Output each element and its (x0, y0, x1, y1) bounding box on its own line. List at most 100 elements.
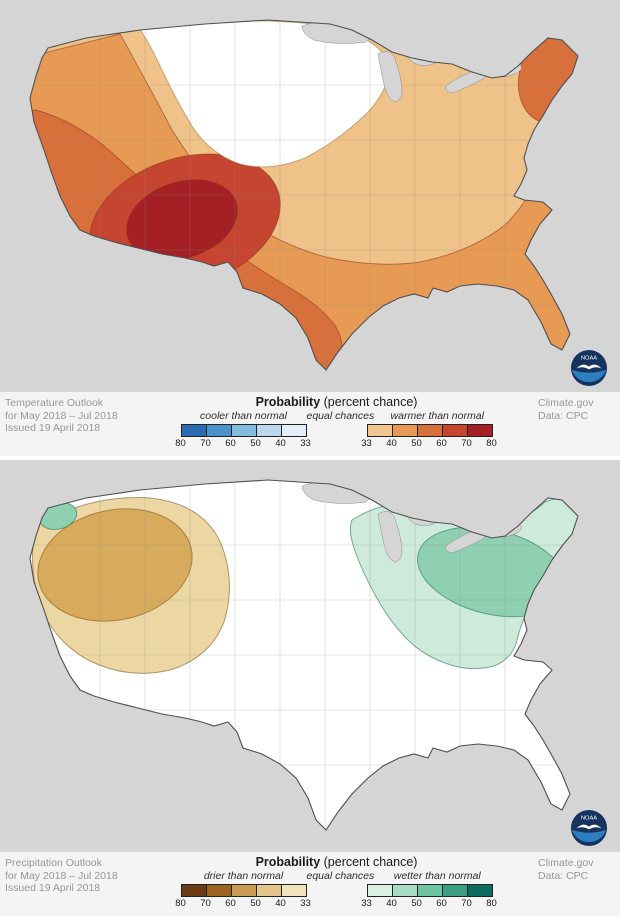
tick-label: 40 (275, 898, 286, 909)
temperature-outlook-panel: NOAA Temperature Outlook for May 2018 – … (0, 0, 620, 456)
precipitation-outlook-panel: NOAA Precipitation Outlook for May 2018 … (0, 460, 620, 920)
caption-line-1: Temperature Outlook (5, 397, 104, 409)
legend-swatch (255, 884, 282, 897)
legend-swatch (280, 884, 307, 897)
legend-swatch (466, 424, 493, 437)
equal-chances-gap (307, 424, 367, 448)
drier-bar: 80 70 60 50 40 33 (175, 884, 311, 909)
tick-label: 33 (300, 438, 311, 449)
legend-swatch (205, 884, 232, 897)
caption-line-3: Issued 19 April 2018 (5, 882, 101, 894)
tick-label: 60 (225, 898, 236, 909)
legend-title: Probability (percent chance) (135, 395, 538, 409)
caption-line-1: Precipitation Outlook (5, 857, 102, 869)
caption-line-2: for May 2018 – Jul 2018 (5, 869, 118, 882)
precipitation-map: NOAA (0, 460, 620, 852)
legend-swatch (180, 424, 207, 437)
state-borders (30, 480, 578, 830)
legend-swatch (230, 884, 257, 897)
credit-block: Climate.gov Data: CPC (538, 392, 620, 422)
state-borders (30, 20, 578, 370)
tick-label: 80 (486, 898, 497, 909)
legend-title-bold: Probability (255, 855, 321, 869)
tick-label: 70 (200, 898, 211, 909)
tick-label: 80 (486, 438, 497, 449)
legend-swatch (230, 424, 257, 437)
tick-label: 70 (461, 438, 472, 449)
warmer-label: warmer than normal (390, 410, 484, 422)
tick-label: 70 (461, 898, 472, 909)
equal-chances-gap (307, 884, 367, 908)
legend-title-suffix: (percent chance) (320, 395, 418, 409)
credit-block: Climate.gov Data: CPC (538, 852, 620, 882)
caption-line-2: for May 2018 – Jul 2018 (5, 409, 118, 422)
cooler-label: cooler than normal (200, 410, 287, 422)
legend-swatch (441, 424, 468, 437)
tick-label: 80 (175, 438, 186, 449)
noaa-logo-ocean (571, 369, 607, 383)
tick-label: 33 (300, 898, 311, 909)
wetter-bar: 33 40 50 60 70 80 (361, 884, 497, 909)
equal-chances-label: equal chances (306, 410, 375, 422)
noaa-gull-icon (576, 824, 602, 830)
precipitation-footer: Precipitation Outlook for May 2018 – Jul… (0, 852, 620, 916)
legend-color-bars: 80 70 60 50 40 33 (175, 884, 497, 909)
tick-label: 50 (411, 438, 422, 449)
temperature-footer: Temperature Outlook for May 2018 – Jul 2… (0, 392, 620, 456)
legend-swatch (466, 884, 493, 897)
us-map-precipitation (29, 479, 579, 831)
drier-ticks: 80 70 60 50 40 33 (175, 897, 311, 909)
legend-title-suffix: (percent chance) (320, 855, 418, 869)
drier-40-50-region (37, 508, 193, 622)
tick-label: 50 (250, 438, 261, 449)
legend-swatch (255, 424, 282, 437)
precipitation-caption: Precipitation Outlook for May 2018 – Jul… (0, 852, 135, 895)
us-map-temperature (29, 19, 579, 371)
equal-chances-label: equal chances (306, 870, 375, 882)
legend-color-bars: 80 70 60 50 40 33 (175, 424, 497, 449)
legend-swatch (391, 884, 418, 897)
credit-data: Data: CPC (538, 869, 589, 882)
cooler-bar: 80 70 60 50 40 33 (175, 424, 311, 449)
credit-source: Climate.gov (538, 397, 594, 409)
legend-title-bold: Probability (255, 395, 321, 409)
legend-swatch (391, 424, 418, 437)
tick-label: 40 (275, 438, 286, 449)
tick-label: 33 (361, 898, 372, 909)
legend-swatch (416, 884, 443, 897)
legend-swatch (416, 424, 443, 437)
legend-swatch (205, 424, 232, 437)
noaa-gull-icon (576, 364, 602, 370)
warmer-bar: 33 40 50 60 70 80 (361, 424, 497, 449)
lake-michigan (377, 511, 403, 563)
noaa-logo: NOAA (570, 809, 608, 847)
caption-line-3: Issued 19 April 2018 (5, 422, 101, 434)
credit-data: Data: CPC (538, 409, 589, 422)
lake-michigan (377, 51, 403, 103)
temperature-caption: Temperature Outlook for May 2018 – Jul 2… (0, 392, 135, 435)
legend-category-labels: cooler than normal equal chances warmer … (181, 410, 493, 422)
temperature-probability-legend: Probability (percent chance) cooler than… (135, 392, 538, 449)
warmer-70-80-region (126, 179, 238, 261)
legend-category-labels: drier than normal equal chances wetter t… (181, 870, 493, 882)
legend-swatch (366, 884, 393, 897)
tick-label: 50 (250, 898, 261, 909)
wetter-label: wetter than normal (393, 870, 481, 882)
tick-label: 40 (386, 438, 397, 449)
tick-label: 50 (411, 898, 422, 909)
legend-swatch (441, 884, 468, 897)
wetter-ticks: 33 40 50 60 70 80 (361, 897, 497, 909)
legend-title: Probability (percent chance) (135, 855, 538, 869)
tick-label: 40 (386, 898, 397, 909)
noaa-logo: NOAA (570, 349, 608, 387)
noaa-logo-text: NOAA (581, 355, 597, 361)
tick-label: 70 (200, 438, 211, 449)
temperature-map: NOAA (0, 0, 620, 392)
us-border-outline (29, 19, 579, 371)
credit-source: Climate.gov (538, 857, 594, 869)
cooler-ticks: 80 70 60 50 40 33 (175, 437, 311, 449)
legend-swatch (280, 424, 307, 437)
tick-label: 60 (436, 898, 447, 909)
tick-label: 60 (225, 438, 236, 449)
tick-label: 33 (361, 438, 372, 449)
